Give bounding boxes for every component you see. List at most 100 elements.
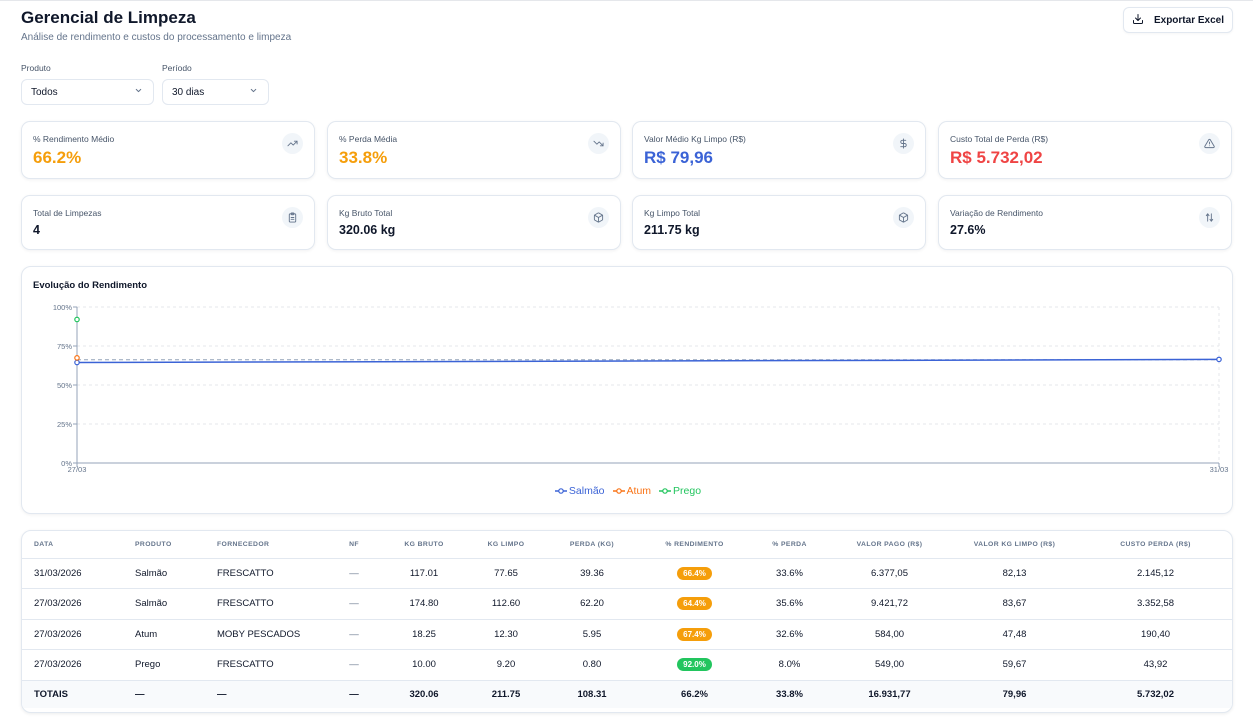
column-header[interactable]: % Perda bbox=[752, 531, 827, 559]
totals-cell-kg-limpo: 211.75 bbox=[465, 680, 547, 708]
table-cell-nf: — bbox=[325, 558, 383, 589]
table-cell-kg-bruto: 10.00 bbox=[383, 649, 465, 681]
kpi-card-valor-medio: Valor Médio Kg Limpo (R$) R$ 79,96 bbox=[632, 121, 926, 179]
column-header[interactable]: Data bbox=[22, 531, 125, 559]
table-cell-kg-limpo: 9.20 bbox=[465, 649, 547, 681]
kpi-value: 66.2% bbox=[33, 148, 82, 167]
series-line-salmão bbox=[76, 358, 1220, 364]
legend-label: Atum bbox=[626, 485, 652, 497]
totals-cell-valor-kg-limpo: 79,96 bbox=[952, 680, 1077, 708]
column-header[interactable]: Valor Pago (R$) bbox=[827, 531, 952, 559]
table-cell-produto: Prego bbox=[125, 649, 205, 681]
rendimento-badge: 92.0% bbox=[677, 658, 712, 672]
clipboard-icon bbox=[282, 207, 303, 228]
legend-marker-icon bbox=[659, 488, 672, 494]
table-cell-kg-bruto: 117.01 bbox=[383, 558, 465, 589]
chart-legend: Salmão Atum Prego bbox=[22, 485, 1234, 497]
trending-down-icon bbox=[588, 133, 609, 154]
column-header[interactable]: Custo Perda (R$) bbox=[1077, 531, 1232, 559]
stat-card-kg-limpo: Kg Limpo Total 211.75 kg bbox=[632, 195, 926, 250]
column-header[interactable]: NF bbox=[325, 531, 383, 559]
table-cell-valor-pago: 6.377,05 bbox=[827, 558, 952, 589]
legend-marker-icon bbox=[612, 488, 625, 494]
table-cell-perc-perda: 35.6% bbox=[752, 588, 827, 620]
table-cell-perda: 39.36 bbox=[547, 558, 637, 589]
table-cell-kg-limpo: 112.60 bbox=[465, 588, 547, 620]
table-cell-valor-pago: 9.421,72 bbox=[827, 588, 952, 620]
table-cell-produto: Salmão bbox=[125, 588, 205, 620]
table-cell-produto: Atum bbox=[125, 619, 205, 650]
stat-card-kg-bruto: Kg Bruto Total 320.06 kg bbox=[327, 195, 621, 250]
dollar-icon bbox=[893, 133, 914, 154]
alert-triangle-icon bbox=[1199, 133, 1220, 154]
totals-cell-perc-perda: 33.8% bbox=[752, 680, 827, 708]
table-cell-data: 27/03/2026 bbox=[22, 649, 125, 681]
trending-up-icon bbox=[282, 133, 303, 154]
produto-select[interactable]: Todos bbox=[21, 79, 154, 105]
package-icon bbox=[588, 207, 609, 228]
table-cell-rendimento: 67.4% bbox=[637, 619, 752, 650]
kpi-label: % Perda Média bbox=[339, 134, 398, 144]
kpi-card-perda: % Perda Média 33.8% bbox=[327, 121, 621, 179]
column-header[interactable]: % Rendimento bbox=[637, 531, 752, 559]
chart-title: Evolução do Rendimento bbox=[33, 280, 148, 291]
legend-label: Prego bbox=[673, 485, 702, 497]
table-row[interactable]: 31/03/2026 Salmão FRESCATTO —117.01 77.65 39.… bbox=[22, 558, 1232, 589]
data-table-card: Data Produto Fornecedor NF Kg Bruto Kg L… bbox=[21, 530, 1233, 713]
column-header[interactable]: Fornecedor bbox=[205, 531, 325, 559]
table-cell-produto: Salmão bbox=[125, 558, 205, 589]
table-cell-kg-bruto: 174.80 bbox=[383, 588, 465, 620]
legend-item[interactable]: Prego bbox=[659, 485, 701, 497]
export-excel-button[interactable]: Exportar Excel bbox=[1123, 7, 1233, 33]
data-table: Data Produto Fornecedor NF Kg Bruto Kg L… bbox=[22, 531, 1232, 708]
x-tick-label: 27/03 bbox=[68, 465, 87, 474]
top-border bbox=[0, 0, 1253, 1]
column-header[interactable]: Valor Kg Limpo (R$) bbox=[952, 531, 1077, 559]
table-row[interactable]: 27/03/2026 Salmão FRESCATTO —174.80 112.60 62… bbox=[22, 588, 1232, 620]
stat-value: 211.75 kg bbox=[644, 223, 700, 237]
table-cell-kg-limpo: 77.65 bbox=[465, 558, 547, 589]
column-header[interactable]: Kg Limpo bbox=[465, 531, 547, 559]
legend-item[interactable]: Salmão bbox=[554, 485, 605, 497]
table-cell-kg-limpo: 12.30 bbox=[465, 619, 547, 650]
y-tick-label: 75% bbox=[57, 342, 72, 351]
column-header[interactable]: Perda (Kg) bbox=[547, 531, 637, 559]
chart-card: Evolução do Rendimento 0% 25% 50% 75% 100% 27… bbox=[21, 266, 1233, 514]
kpi-label: Valor Médio Kg Limpo (R$) bbox=[644, 134, 746, 144]
arrows-up-down-icon bbox=[1199, 207, 1220, 228]
table-cell-custo-perda: 3.352,58 bbox=[1077, 588, 1232, 620]
rendimento-badge: 66.4% bbox=[677, 566, 712, 580]
download-icon bbox=[1132, 13, 1144, 28]
table-row[interactable]: 27/03/2026 Atum MOBY PESCADOS —18.25 12.30 5.… bbox=[22, 619, 1232, 650]
export-excel-label: Exportar Excel bbox=[1153, 14, 1225, 26]
table-cell-perc-perda: 33.6% bbox=[752, 558, 827, 589]
totals-cell-perda: 108.31 bbox=[547, 680, 637, 708]
data-point-salmão[interactable] bbox=[74, 359, 80, 366]
totals-cell-label: TOTAIS bbox=[22, 680, 125, 708]
data-point-salmão[interactable] bbox=[1216, 356, 1222, 363]
table-cell-perc-perda: 8.0% bbox=[752, 649, 827, 681]
column-header[interactable]: Produto bbox=[125, 531, 205, 559]
table-cell-data: 27/03/2026 bbox=[22, 588, 125, 620]
page-title: Gerencial de Limpeza bbox=[21, 8, 196, 27]
table-cell-nf: — bbox=[325, 588, 383, 620]
column-header[interactable]: Kg Bruto bbox=[383, 531, 465, 559]
page-subtitle: Análise de rendimento e custos do proces… bbox=[21, 32, 292, 43]
legend-item[interactable]: Atum bbox=[612, 485, 652, 497]
periodo-select[interactable]: 30 dias bbox=[162, 79, 269, 105]
table-row[interactable]: 27/03/2026 Prego FRESCATTO —10.00 9.20 0.80 92… bbox=[22, 649, 1232, 681]
stat-card-total-limpezas: Total de Limpezas 4 bbox=[21, 195, 315, 250]
kpi-label: % Rendimento Médio bbox=[33, 134, 115, 144]
stat-value: 4 bbox=[33, 223, 40, 237]
data-point-atum[interactable] bbox=[74, 355, 80, 361]
produto-filter-label: Produto bbox=[21, 63, 51, 73]
kpi-value: R$ 79,96 bbox=[644, 148, 713, 167]
totals-cell-fornecedor: — bbox=[205, 680, 325, 708]
totals-cell-custo-perda: 5.732,02 bbox=[1077, 680, 1232, 708]
table-cell-perda: 5.95 bbox=[547, 619, 637, 650]
data-point-prego[interactable] bbox=[74, 316, 80, 323]
chevron-down-icon bbox=[249, 86, 258, 98]
table-cell-rendimento: 66.4% bbox=[637, 558, 752, 589]
stat-label: Variação de Rendimento bbox=[950, 208, 1043, 218]
stat-value: 27.6% bbox=[950, 223, 986, 237]
